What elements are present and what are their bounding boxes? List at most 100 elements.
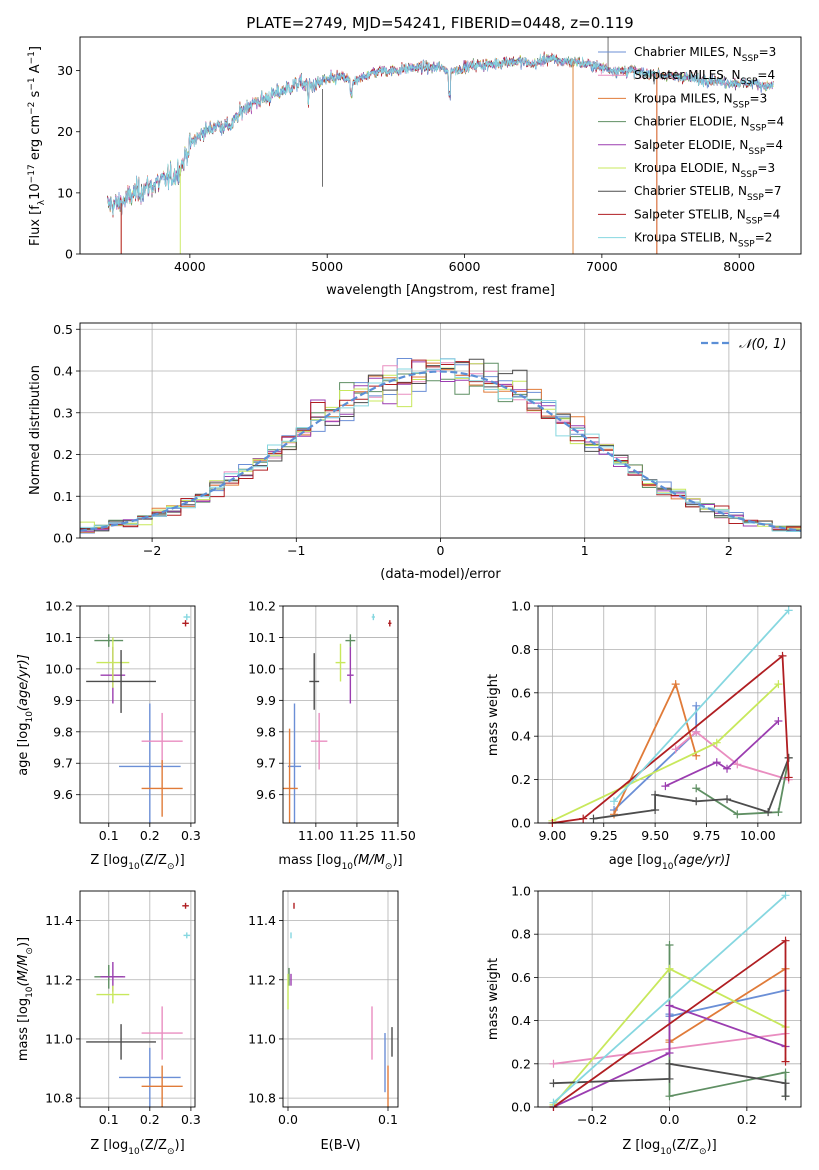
x-axis-label: mass [log10(M/M⊙)]	[278, 853, 402, 872]
x-tick-label: 7000	[586, 259, 618, 274]
x-tick-label: 5000	[311, 259, 343, 274]
weight-marker	[778, 651, 787, 660]
y-tick-label: 0.8	[511, 927, 531, 942]
legend-label: Kroupa STELIB, NSSP=2	[634, 231, 772, 250]
weight-marker	[549, 1079, 558, 1088]
y-tick-label: 9.6	[256, 787, 276, 802]
label-part: mass [log	[278, 853, 341, 868]
weight-marker	[549, 1059, 558, 1068]
weight-marker	[671, 745, 680, 754]
x-axis-label: age [log10(age/yr)]	[609, 853, 731, 872]
panel-mass-age: 11.00 11.25 11.50 9.6 9.7 9.8 9.9 10.0 10.1 10.2 m…	[248, 599, 416, 873]
label-part: Chabrier MILES, N	[634, 45, 742, 59]
weight-marker	[733, 810, 742, 819]
panel-z-age: 0.1 0.2 0.39.69.79.89.910.010.110.2Z [log1…	[16, 599, 201, 873]
y-axis-label: mass [log10(M/M⊙)]	[16, 937, 35, 1061]
y-tick-label: 10.1	[45, 630, 73, 645]
y-tick-label: 0.0	[511, 816, 531, 831]
x-tick-label: 1	[581, 543, 589, 558]
weight-marker	[781, 1057, 790, 1066]
legend-label: Salpeter MILES, NSSP=4	[634, 68, 775, 87]
legend-label: Kroupa ELODIE, NSSP=3	[634, 161, 775, 180]
weight-line	[552, 894, 787, 1104]
y-tick-label: 0.0	[53, 531, 73, 546]
y-tick-label: 0.4	[511, 1013, 531, 1028]
axes-frame	[79, 605, 196, 824]
weight-line	[553, 1004, 786, 1107]
label-part: )]	[392, 853, 402, 868]
label-part: (age/yr)]	[16, 654, 31, 711]
weight-marker	[692, 797, 701, 806]
weight-marker	[774, 680, 783, 689]
weight-marker	[723, 795, 732, 804]
weight-marker	[665, 964, 674, 973]
label-part: Salpeter STELIB, N	[634, 207, 746, 221]
weight-marker	[665, 1001, 674, 1010]
label-part: 10	[662, 862, 674, 872]
weight-marker	[549, 1098, 558, 1107]
label-part: Chabrier ELODIE, N	[634, 115, 750, 129]
label-part: SSP	[733, 100, 750, 110]
weight-marker	[781, 1068, 790, 1077]
label-part: A	[28, 64, 43, 77]
y-tick-label: 11.4	[45, 913, 73, 928]
weight-marker	[692, 727, 701, 736]
x-tick-label: 9.75	[693, 828, 721, 843]
label-part: SSP	[741, 170, 758, 180]
label-part: ⊙	[167, 862, 175, 872]
label-part: =4	[765, 138, 783, 152]
label-part: SSP	[746, 216, 763, 226]
weight-marker	[610, 797, 619, 806]
weight-marker	[665, 941, 674, 949]
y-tick-label: 10.2	[45, 599, 73, 614]
weight-marker	[589, 814, 598, 823]
y-axis-label: age [log10(age/yr)]	[16, 654, 35, 776]
weight-marker	[733, 760, 742, 769]
label-part: (Z/Z	[140, 1138, 167, 1153]
weight-marker	[774, 717, 783, 726]
label-part: −1	[27, 77, 37, 90]
label-part: =4	[763, 207, 781, 221]
label-part: Flux [f	[28, 205, 43, 246]
label-part: λ	[37, 199, 47, 205]
y-tick-label: 0.2	[511, 1056, 531, 1071]
weight-marker	[784, 606, 793, 615]
label-part: 10	[660, 1147, 672, 1157]
label-part: ⊙	[699, 1147, 707, 1157]
label-part: age [log	[609, 853, 662, 868]
axes-frame	[537, 605, 802, 824]
label-part: (Z/Z	[140, 853, 167, 868]
weight-marker	[610, 810, 619, 819]
label-part: SSP	[742, 54, 759, 64]
y-tick-label: 10	[57, 185, 73, 200]
label-part: SSP	[750, 124, 767, 134]
y-tick-label: 10.8	[248, 1091, 276, 1106]
label-part: 10	[342, 862, 354, 872]
x-tick-label: 0.0	[278, 1112, 298, 1127]
label-part: Z [log	[622, 1138, 660, 1153]
x-tick-label: 0.3	[181, 1112, 201, 1127]
x-tick-label: 0.0	[660, 1112, 680, 1127]
x-tick-label: 8000	[723, 259, 755, 274]
label-part: 10	[28, 183, 43, 200]
x-axis-label: Z [log10(Z/Z⊙)]	[622, 1138, 716, 1157]
legend-label: Chabrier STELIB, NSSP=7	[634, 184, 782, 203]
legend-label: Kroupa MILES, NSSP=3	[634, 91, 767, 110]
x-axis-label: E(B-V)	[320, 1138, 360, 1153]
x-tick-label: 0.2	[140, 828, 160, 843]
y-tick-label: 9.6	[53, 787, 73, 802]
y-tick-label: 10.8	[45, 1091, 73, 1106]
label-part: Z [log	[90, 1138, 128, 1153]
weight-marker	[781, 1092, 790, 1101]
label-part: 10	[25, 986, 35, 998]
y-tick-label: 0.1	[53, 489, 73, 504]
y-tick-label: 9.7	[256, 756, 276, 771]
label-part: SSP	[747, 193, 764, 203]
x-tick-label: 0.1	[99, 1112, 119, 1127]
x-tick-label: 9.50	[641, 828, 669, 843]
y-tick-label: 0	[65, 247, 73, 262]
y-tick-label: 0.5	[53, 322, 73, 337]
axes-frame	[79, 890, 196, 1108]
